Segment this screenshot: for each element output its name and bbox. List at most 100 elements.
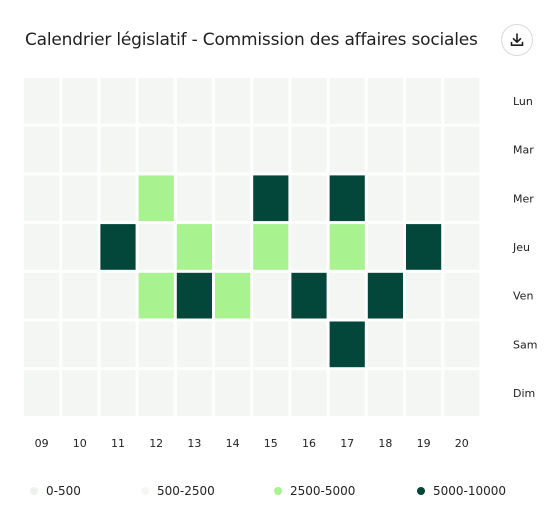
y-tick-label: Mer — [513, 192, 534, 205]
heatmap-cell-mar-10 — [62, 126, 98, 173]
heatmap-cell-sam-11 — [100, 321, 136, 368]
heatmap-cell-jeu-12 — [138, 224, 174, 270]
download-icon — [510, 33, 524, 46]
heatmap-cell-jeu-19 — [406, 224, 442, 270]
heatmap-cell-mar-17 — [329, 126, 365, 173]
heatmap-cell-lun-14 — [215, 78, 251, 124]
heatmap-cell-jeu-20 — [444, 224, 480, 270]
heatmap-cell-dim-13 — [176, 370, 212, 416]
legend-item-1: 500-2500 — [141, 484, 215, 498]
heatmap-cell-ven-17 — [329, 272, 365, 319]
chart-title: Calendrier législatif - Commission des a… — [25, 30, 478, 50]
x-tick-label: 10 — [73, 437, 87, 450]
heatmap-cell-ven-16 — [291, 272, 327, 319]
heatmap-cell-ven-11 — [100, 272, 136, 319]
heatmap-cell-lun-10 — [62, 78, 98, 124]
heatmap-cell-mar-13 — [176, 126, 212, 173]
heatmap-cell-sam-16 — [291, 321, 327, 368]
heatmap-cell-lun-15 — [253, 78, 289, 124]
heatmap-cell-mer-10 — [62, 175, 98, 222]
heatmap-cell-jeu-15 — [253, 224, 289, 270]
heatmap-cell-ven-09 — [24, 272, 60, 319]
x-tick-label: 19 — [417, 437, 431, 450]
heatmap-cell-sam-15 — [253, 321, 289, 368]
x-tick-label: 11 — [111, 437, 125, 450]
heatmap-cell-sam-14 — [215, 321, 251, 368]
x-tick-label: 18 — [378, 437, 392, 450]
heatmap-cell-mer-13 — [176, 175, 212, 222]
heatmap-cell-mer-17 — [329, 175, 365, 222]
legend-swatch-0 — [30, 487, 38, 495]
x-tick-label: 17 — [340, 437, 354, 450]
heatmap-cell-mar-18 — [367, 126, 403, 173]
heatmap-cell-sam-09 — [24, 321, 60, 368]
heatmap-cell-jeu-11 — [100, 224, 136, 270]
heatmap-cell-dim-11 — [100, 370, 136, 416]
heatmap-cell-dim-16 — [291, 370, 327, 416]
heatmap-cell-jeu-16 — [291, 224, 327, 270]
heatmap-cell-dim-10 — [62, 370, 98, 416]
y-tick-label: Dim — [513, 387, 535, 400]
legend-label-1: 500-2500 — [157, 484, 215, 498]
heatmap-cell-ven-18 — [367, 272, 403, 319]
legend-item-3: 5000-10000 — [417, 484, 506, 498]
heatmap-cell-dim-19 — [406, 370, 442, 416]
download-button[interactable] — [501, 24, 533, 56]
x-tick-label: 15 — [264, 437, 278, 450]
heatmap-cell-dim-14 — [215, 370, 251, 416]
x-tick-label: 09 — [35, 437, 49, 450]
heatmap-cell-lun-19 — [406, 78, 442, 124]
heatmap-cell-ven-19 — [406, 272, 442, 319]
heatmap-cell-mer-09 — [24, 175, 60, 222]
heatmap-cell-mar-16 — [291, 126, 327, 173]
heatmap-cell-ven-14 — [215, 272, 251, 319]
heatmap-cell-mer-11 — [100, 175, 136, 222]
heatmap-cell-lun-18 — [367, 78, 403, 124]
heatmap-cell-lun-09 — [24, 78, 60, 124]
heatmap-cell-mar-15 — [253, 126, 289, 173]
heatmap-cell-lun-17 — [329, 78, 365, 124]
heatmap-chart: Lun Mar Mer Jeu Ven Sam Dim 09 10 11 12 13 14 15 16 17 1… — [24, 78, 537, 450]
heatmap-cell-dim-09 — [24, 370, 60, 416]
heatmap-cell-mer-14 — [215, 175, 251, 222]
x-tick-label: 20 — [455, 437, 469, 450]
x-tick-label: 12 — [149, 437, 163, 450]
heatmap-cell-lun-16 — [291, 78, 327, 124]
heatmap-cell-lun-12 — [138, 78, 174, 124]
heatmap-cell-jeu-10 — [62, 224, 98, 270]
heatmap-cell-sam-10 — [62, 321, 98, 368]
heatmap-cell-jeu-14 — [215, 224, 251, 270]
heatmap-cell-lun-13 — [176, 78, 212, 124]
heatmap-cell-mer-20 — [444, 175, 480, 222]
heatmap-cell-ven-20 — [444, 272, 480, 319]
heatmap-cell-dim-12 — [138, 370, 174, 416]
legend-swatch-3 — [417, 487, 425, 495]
y-tick-label: Mar — [513, 144, 534, 157]
heatmap-cell-mar-14 — [215, 126, 251, 173]
heatmap-cell-jeu-17 — [329, 224, 365, 270]
heatmap-cell-mar-09 — [24, 126, 60, 173]
legend-label-3: 5000-10000 — [433, 484, 507, 498]
heatmap-cell-jeu-13 — [176, 224, 212, 270]
heatmap-cell-lun-11 — [100, 78, 136, 124]
heatmap-cell-mer-12 — [138, 175, 174, 222]
heatmap-cell-ven-12 — [138, 272, 174, 319]
heatmap-cell-sam-19 — [406, 321, 442, 368]
heatmap-cell-jeu-09 — [24, 224, 60, 270]
heatmap-cell-jeu-18 — [367, 224, 403, 270]
y-tick-label: Ven — [513, 290, 533, 303]
legend-label-2: 2500-5000 — [290, 484, 356, 498]
heatmap-cell-mar-19 — [406, 126, 442, 173]
heatmap-cell-mar-12 — [138, 126, 174, 173]
heatmap-cell-ven-10 — [62, 272, 98, 319]
legend-item-0: 0-500 — [30, 484, 81, 498]
heatmap-cell-dim-18 — [367, 370, 403, 416]
x-tick-label: 16 — [302, 437, 316, 450]
y-tick-label: Lun — [513, 95, 533, 108]
heatmap-cell-ven-13 — [176, 272, 212, 319]
heatmap-cell-ven-15 — [253, 272, 289, 319]
heatmap-cell-lun-20 — [444, 78, 480, 124]
heatmap-cell-sam-18 — [367, 321, 403, 368]
x-tick-label: 13 — [187, 437, 201, 450]
y-tick-label: Jeu — [512, 241, 530, 254]
